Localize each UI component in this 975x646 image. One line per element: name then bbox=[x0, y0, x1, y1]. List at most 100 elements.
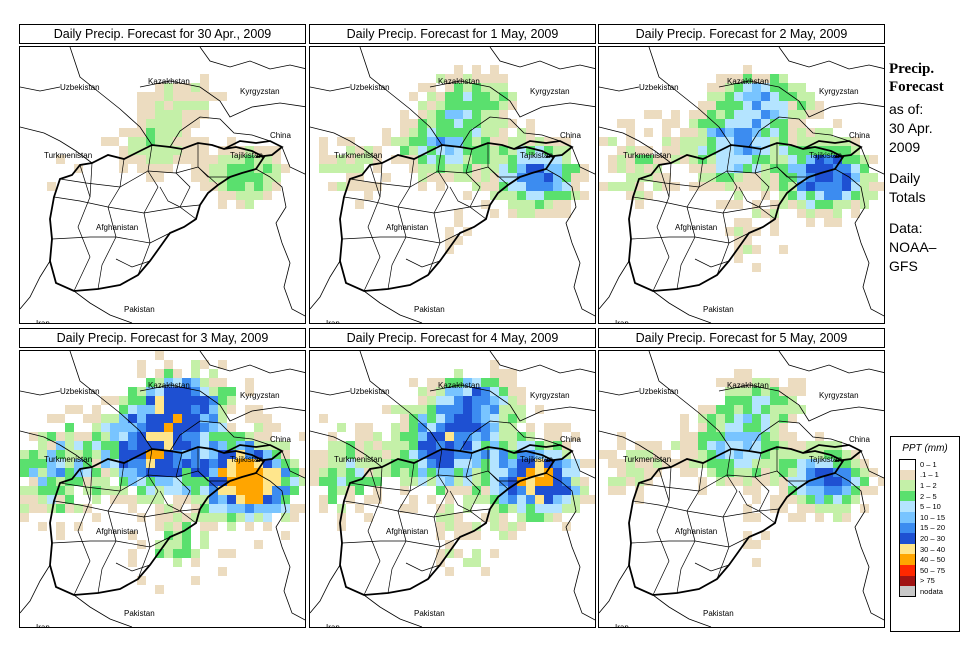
precip-cell bbox=[472, 414, 481, 423]
precip-cell bbox=[373, 441, 382, 450]
precip-cell bbox=[481, 173, 490, 182]
precip-cell bbox=[562, 477, 571, 486]
precip-cell bbox=[445, 441, 454, 450]
precip-cell bbox=[707, 146, 716, 155]
precip-cell bbox=[644, 155, 653, 164]
precip-cell bbox=[382, 128, 391, 137]
precip-cell bbox=[218, 477, 227, 486]
precip-cell bbox=[101, 450, 110, 459]
precip-cell bbox=[490, 155, 499, 164]
province-border bbox=[197, 447, 230, 482]
precip-cell bbox=[842, 495, 851, 504]
precip-cell bbox=[173, 110, 182, 119]
precip-cell bbox=[635, 191, 644, 200]
precip-cell bbox=[734, 218, 743, 227]
precip-cell bbox=[355, 164, 364, 173]
country-label-kyrgyzstan: Kyrgyzstan bbox=[240, 391, 280, 400]
precip-cell bbox=[472, 65, 481, 74]
country-border bbox=[748, 420, 850, 452]
precip-cell bbox=[463, 155, 472, 164]
precip-cell bbox=[245, 200, 254, 209]
precip-cell bbox=[508, 450, 517, 459]
precip-cell bbox=[436, 155, 445, 164]
panel-title: Daily Precip. Forecast for 3 May, 2009 bbox=[19, 328, 306, 348]
legend-item: 5 – 10 bbox=[891, 501, 959, 512]
precip-cell bbox=[815, 128, 824, 137]
precip-cell bbox=[535, 477, 544, 486]
precip-cell bbox=[770, 423, 779, 432]
precip-map: Kazakhstan Uzbekistan Kyrgyzstan China Turkm… bbox=[598, 46, 885, 324]
precip-cell bbox=[155, 396, 164, 405]
province-border bbox=[676, 158, 704, 290]
precip-cell bbox=[182, 450, 191, 459]
precip-cell bbox=[445, 245, 454, 254]
precip-cell bbox=[173, 128, 182, 137]
precip-cell bbox=[797, 137, 806, 146]
precip-cell bbox=[409, 432, 418, 441]
precip-cell bbox=[445, 92, 454, 101]
precip-cell bbox=[860, 477, 869, 486]
precip-cell bbox=[833, 182, 842, 191]
precip-cell bbox=[218, 549, 227, 558]
precip-cell bbox=[337, 164, 346, 173]
precip-cell bbox=[499, 405, 508, 414]
precip-cell bbox=[716, 423, 725, 432]
precip-cell bbox=[815, 191, 824, 200]
province-border bbox=[676, 462, 704, 594]
precip-cell bbox=[472, 155, 481, 164]
precip-cell bbox=[580, 486, 589, 495]
precip-cell bbox=[164, 549, 173, 558]
precip-cell bbox=[824, 191, 833, 200]
precip-cell bbox=[635, 200, 644, 209]
country-border bbox=[834, 472, 884, 621]
precip-cell bbox=[463, 477, 472, 486]
precip-cell bbox=[173, 531, 182, 540]
precip-cell bbox=[761, 128, 770, 137]
precip-cell bbox=[254, 495, 263, 504]
precip-cell bbox=[65, 432, 74, 441]
precip-cell bbox=[436, 558, 445, 567]
precip-cell bbox=[806, 137, 815, 146]
precip-cell bbox=[191, 477, 200, 486]
precip-cell bbox=[92, 450, 101, 459]
precip-cell bbox=[83, 468, 92, 477]
precip-cell bbox=[815, 209, 824, 218]
precip-cell bbox=[400, 128, 409, 137]
precip-cell bbox=[418, 450, 427, 459]
precip-cell bbox=[263, 477, 272, 486]
precip-cell bbox=[209, 423, 218, 432]
precip-cell bbox=[445, 119, 454, 128]
precip-cell bbox=[391, 468, 400, 477]
precip-cell bbox=[833, 218, 842, 227]
wakhan-border bbox=[513, 140, 574, 158]
precip-cell bbox=[319, 164, 328, 173]
precip-cell bbox=[436, 405, 445, 414]
country-label-pakistan: Pakistan bbox=[703, 305, 734, 314]
precip-cell bbox=[191, 513, 200, 522]
precip-cell bbox=[427, 459, 436, 468]
precip-cell bbox=[409, 468, 418, 477]
precip-cell bbox=[499, 155, 508, 164]
precip-cell bbox=[662, 146, 671, 155]
precip-cell bbox=[490, 360, 499, 369]
precip-cell bbox=[490, 137, 499, 146]
precip-cell bbox=[734, 414, 743, 423]
precip-cell bbox=[463, 396, 472, 405]
precip-cell bbox=[346, 173, 355, 182]
precip-cell bbox=[155, 137, 164, 146]
precip-cell bbox=[38, 441, 47, 450]
precip-cell bbox=[806, 155, 815, 164]
precip-cell bbox=[743, 405, 752, 414]
precip-cell bbox=[788, 513, 797, 522]
precip-cell bbox=[824, 486, 833, 495]
precip-cell bbox=[851, 164, 860, 173]
precip-cell bbox=[146, 164, 155, 173]
precip-cell bbox=[779, 387, 788, 396]
precip-cell bbox=[635, 173, 644, 182]
legend-swatch bbox=[899, 469, 916, 481]
precip-cell bbox=[824, 468, 833, 477]
precip-cell bbox=[770, 200, 779, 209]
precip-cell bbox=[227, 405, 236, 414]
precip-cell bbox=[209, 504, 218, 513]
precip-cell bbox=[92, 459, 101, 468]
